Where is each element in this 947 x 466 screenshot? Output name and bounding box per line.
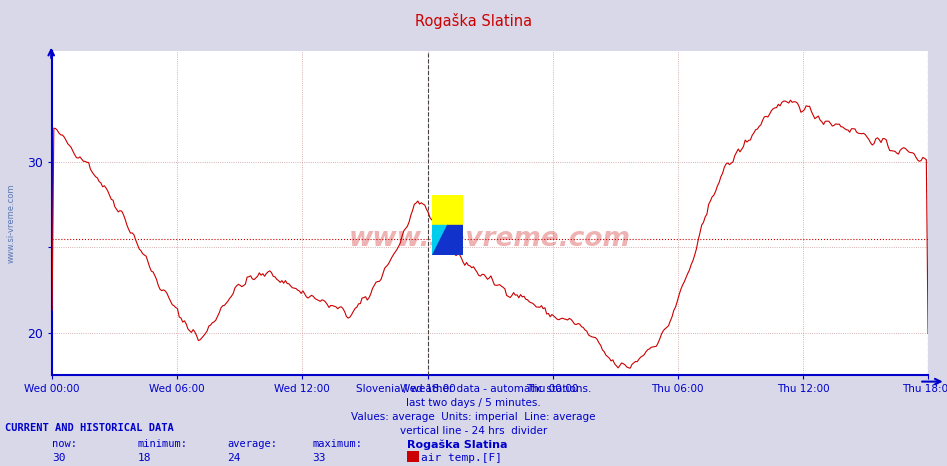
Text: now:: now: <box>52 439 77 449</box>
Text: 30: 30 <box>52 453 65 463</box>
Text: 18: 18 <box>137 453 151 463</box>
Text: 33: 33 <box>313 453 326 463</box>
Text: www.si-vreme.com: www.si-vreme.com <box>349 226 631 252</box>
Text: last two days / 5 minutes.: last two days / 5 minutes. <box>406 398 541 408</box>
Text: maximum:: maximum: <box>313 439 363 449</box>
Bar <box>432 195 462 225</box>
Text: www.si-vreme.com: www.si-vreme.com <box>7 184 16 263</box>
Polygon shape <box>432 225 462 255</box>
Text: 24: 24 <box>227 453 241 463</box>
Text: average:: average: <box>227 439 277 449</box>
Text: CURRENT AND HISTORICAL DATA: CURRENT AND HISTORICAL DATA <box>5 423 173 433</box>
Text: Slovenia / weather data - automatic stations.: Slovenia / weather data - automatic stat… <box>356 384 591 394</box>
Text: Rogaška Slatina: Rogaška Slatina <box>407 439 508 450</box>
Text: air temp.[F]: air temp.[F] <box>421 453 503 463</box>
Text: Values: average  Units: imperial  Line: average: Values: average Units: imperial Line: av… <box>351 412 596 422</box>
Text: Rogaška Slatina: Rogaška Slatina <box>415 13 532 29</box>
Text: minimum:: minimum: <box>137 439 188 449</box>
Polygon shape <box>432 225 447 255</box>
Text: vertical line - 24 hrs  divider: vertical line - 24 hrs divider <box>400 426 547 436</box>
